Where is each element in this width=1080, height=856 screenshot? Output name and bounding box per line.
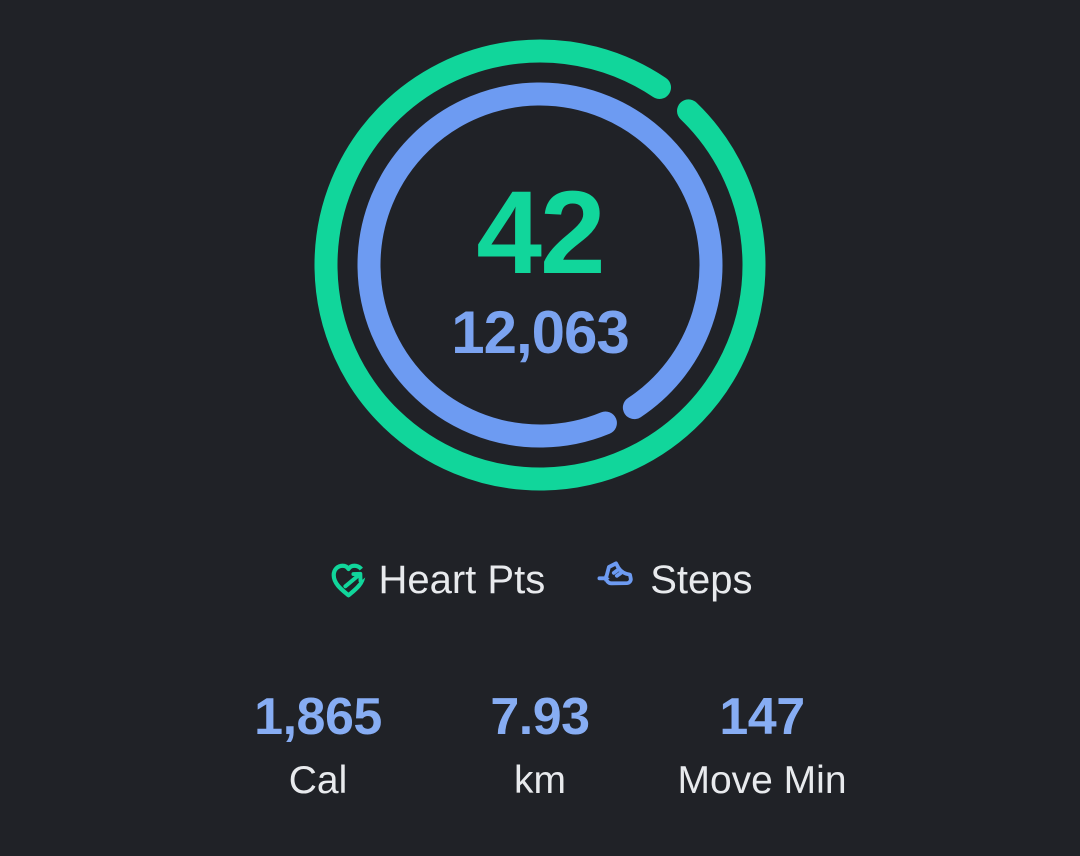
daily-stats-row: 1,865 Cal 7.93 km 147 Move Min (207, 691, 873, 800)
heart-points-value: 42 (476, 167, 605, 300)
heart-points-ring (314, 39, 766, 491)
heart-points-icon (332, 563, 370, 597)
steps-ring (357, 82, 723, 448)
move-minutes-label: Move Min (677, 759, 847, 802)
ring-center-values: 42 12,063 (310, 35, 770, 495)
steps-shoe-icon (597, 561, 633, 586)
distance-label: km (514, 759, 566, 802)
legend-steps-label: Steps (650, 557, 753, 602)
steps-value: 12,063 (451, 298, 630, 366)
activity-rings-chart (314, 39, 766, 491)
move-minutes-value: 147 (719, 688, 805, 746)
activity-rings[interactable]: 42 12,063 (310, 35, 770, 495)
distance-value: 7.93 (490, 688, 590, 746)
calories-value: 1,865 (254, 688, 382, 746)
calories-label: Cal (288, 759, 348, 802)
stat-calories[interactable]: 1,865 Cal (207, 691, 429, 800)
legend-heart-points-label: Heart Pts (378, 557, 546, 602)
legend-steps[interactable]: Steps (595, 557, 753, 603)
stat-move-minutes[interactable]: 147 Move Min (651, 691, 873, 800)
legend-heart-points[interactable]: Heart Pts (327, 558, 545, 603)
ring-legend: Heart Pts Steps (0, 554, 1080, 606)
stat-distance[interactable]: 7.93 km (429, 691, 651, 800)
